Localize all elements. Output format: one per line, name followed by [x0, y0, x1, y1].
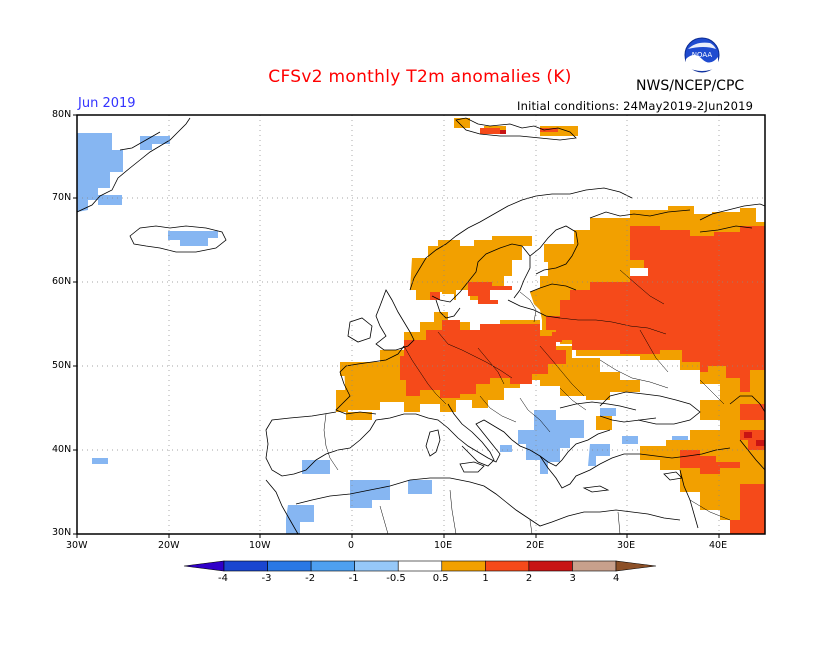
- lon-label-20e: 20E: [526, 540, 545, 551]
- axis-ticks: [73, 114, 720, 538]
- colorbar-swatch: [310, 560, 355, 572]
- colorbar-label: -2: [305, 573, 316, 584]
- initial-conditions: Initial conditions: 24May2019-2Jun2019: [517, 99, 754, 113]
- colorbar-swatch: [223, 560, 268, 572]
- cold-anomaly-regions: [77, 133, 752, 534]
- lat-label-50n: 50N: [52, 360, 72, 371]
- noaa-logo-icon: NOAA: [684, 37, 720, 73]
- neutral-gaps: [442, 268, 666, 446]
- lon-label-40e: 40E: [709, 540, 728, 551]
- colorbar-swatch: [354, 560, 399, 572]
- lon-label-0: 0: [348, 540, 355, 551]
- map-frame: [76, 114, 766, 535]
- lon-label-30e: 30E: [617, 540, 636, 551]
- colorbar-swatches: [183, 560, 657, 572]
- colorbar-label: -1: [348, 573, 359, 584]
- lat-label-60n: 60N: [52, 276, 72, 287]
- extreme-warm-regions: [500, 130, 765, 446]
- country-borders: [323, 269, 731, 534]
- colorbar-swatch: [397, 560, 443, 572]
- lat-label-70n: 70N: [52, 192, 72, 203]
- colorbar-label: -3: [261, 573, 272, 584]
- colorbar-label: -4: [218, 573, 228, 584]
- colorbar-label: 1: [482, 573, 489, 584]
- colorbar-swatch: [267, 560, 312, 572]
- lat-label-40n: 40N: [52, 444, 72, 455]
- colorbar-swatch-high-extend: [615, 560, 657, 572]
- colorbar-swatch-low-extend: [183, 560, 225, 572]
- colorbar-swatch: [441, 560, 486, 572]
- colorbar-swatch: [485, 560, 530, 572]
- map-title: CFSv2 monthly T2m anomalies (K): [268, 67, 572, 87]
- colorbar-label: -0.5: [386, 573, 406, 584]
- lat-label-30n: 30N: [52, 527, 72, 538]
- lat-label-80n: 80N: [52, 109, 72, 120]
- noaa-logo-text: NOAA: [692, 51, 713, 59]
- colorbar-label: 4: [613, 573, 620, 584]
- lon-label-10w: 10W: [249, 540, 271, 551]
- colorbar-label: 3: [569, 573, 576, 584]
- colorbar-swatch: [528, 560, 573, 572]
- agency-label: NWS/NCEP/CPC: [636, 78, 745, 94]
- coastlines: [77, 117, 765, 534]
- colorbar-label: 0.5: [432, 573, 449, 584]
- lon-label-30w: 30W: [66, 540, 88, 551]
- anomaly-shading: [77, 118, 765, 534]
- colorbar-label: 2: [525, 573, 533, 584]
- forecast-month: Jun 2019: [78, 96, 136, 111]
- lon-label-20w: 20W: [158, 540, 180, 551]
- lon-label-10e: 10E: [434, 540, 453, 551]
- colorbar-swatch: [572, 560, 617, 572]
